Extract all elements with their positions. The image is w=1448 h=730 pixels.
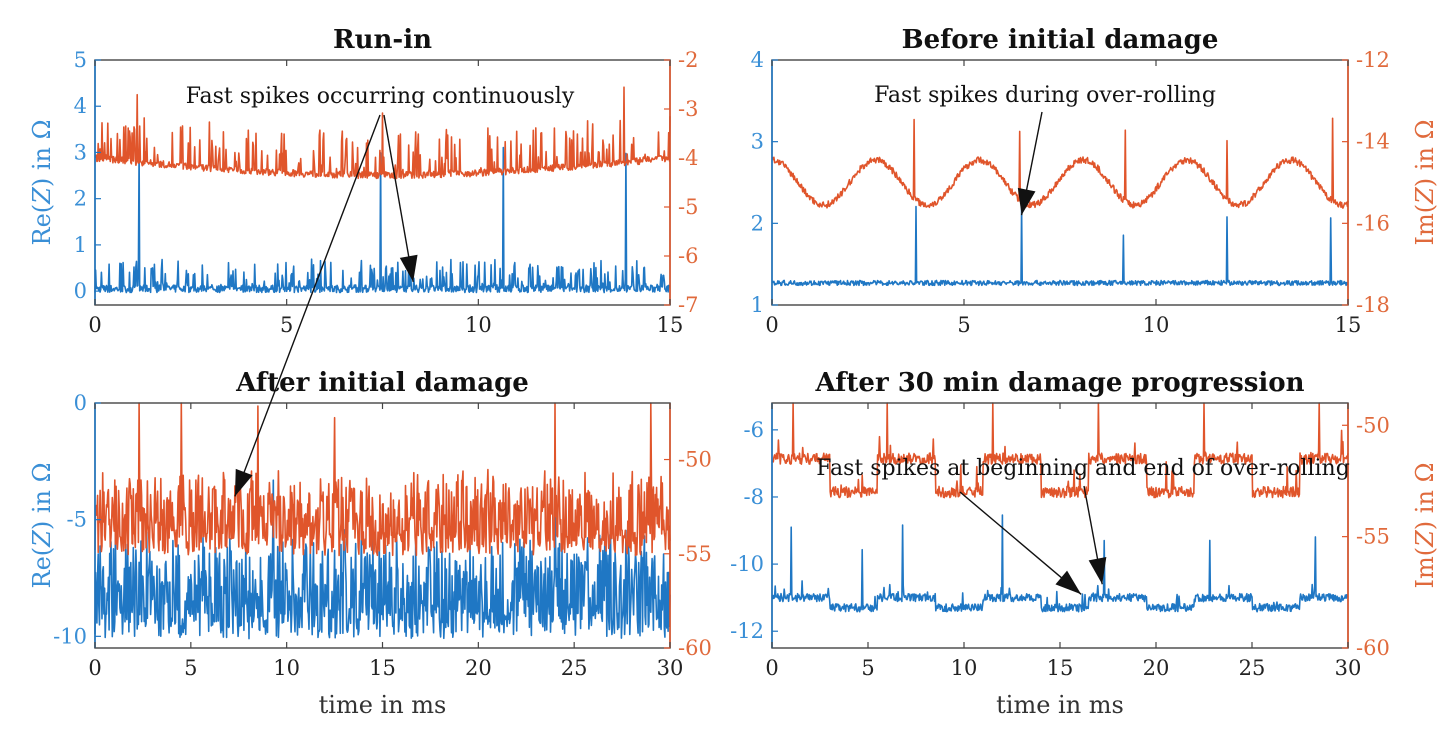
y-tick-label-left: -12 <box>730 619 764 643</box>
x-tick-label: 15 <box>1335 313 1362 337</box>
x-tick-label: 20 <box>465 656 492 680</box>
y-tick-label-left: -10 <box>730 552 764 576</box>
series-line-rez <box>771 205 1349 287</box>
y-axis-label-right: Im(Z) in Ω <box>1411 463 1439 589</box>
y-tick-label-right: -2 <box>678 48 698 72</box>
x-tick-label: 0 <box>88 656 101 680</box>
y-tick-label-left: -10 <box>53 624 87 648</box>
y-tick-label-left: -6 <box>744 418 764 442</box>
y-tick-label-left: -5 <box>67 508 87 532</box>
y-tick-label-right: -55 <box>1356 525 1390 549</box>
series-line-imz <box>94 86 671 180</box>
y-tick-label-right: -18 <box>1356 293 1390 317</box>
y-axis-label-left: Re(Z) in Ω <box>28 120 56 246</box>
x-tick-label: 15 <box>1047 656 1074 680</box>
y-tick-label-right: -50 <box>1356 413 1390 437</box>
y-tick-label-left: 2 <box>74 187 87 211</box>
arrow-head <box>1055 570 1082 595</box>
panel-2: 0 5 10 15 1 2 3 4 -18 -16 -14 -12 Before initial dam… <box>751 25 1439 337</box>
y-tick-label-right: -55 <box>678 542 712 566</box>
y-tick-label-right: -6 <box>678 244 698 268</box>
x-tick-label: 25 <box>561 656 588 680</box>
arrow-head <box>234 468 253 497</box>
annotation-damage-progression: Fast spikes at beginning and end of over… <box>816 456 1350 481</box>
series-line-imz <box>771 402 1349 499</box>
panel-title: Before initial damage <box>902 25 1219 55</box>
y-tick-label-right: -3 <box>678 97 698 121</box>
y-tick-label-right: -60 <box>1356 636 1390 660</box>
y-tick-label-right: -16 <box>1356 211 1390 235</box>
x-axis-label: time in ms <box>996 691 1124 719</box>
y-tick-label-left: 3 <box>751 130 764 154</box>
panel-title: After 30 min damage progression <box>815 368 1305 398</box>
x-tick-label: 10 <box>951 656 978 680</box>
y-tick-label-right: -7 <box>678 293 698 317</box>
x-tick-label: 5 <box>957 313 970 337</box>
panel-title: Run-in <box>333 25 432 55</box>
arrow-line <box>959 491 1082 595</box>
x-tick-label: 10 <box>273 656 300 680</box>
x-tick-label: 25 <box>1239 656 1266 680</box>
annotation-arrows <box>234 111 1107 595</box>
y-tick-label-left: 1 <box>751 293 764 317</box>
y-axis-label-right: Im(Z) in Ω <box>1411 120 1439 246</box>
x-tick-label: 10 <box>1143 313 1170 337</box>
x-tick-label: 0 <box>765 656 778 680</box>
x-tick-label: 0 <box>765 313 778 337</box>
panel-4: 0 5 10 15 20 25 30 -12 -10 -8 -6 -60 -55 -50 After 30 … <box>730 368 1439 719</box>
x-tick-label: 5 <box>280 313 293 337</box>
y-tick-label-right: -14 <box>1356 130 1390 154</box>
panel-title: After initial damage <box>235 368 529 398</box>
arrow-head <box>399 254 418 282</box>
y-tick-label-left: 3 <box>74 140 87 164</box>
y-tick-label-left: 0 <box>74 279 87 303</box>
panel-1: 0 5 10 15 0 1 2 3 4 5 -7 -6 -5 -4 -3 -2 Run-in Re(Z) in Ω <box>28 25 698 337</box>
series-line-rez <box>94 146 671 294</box>
y-tick-label-left: 4 <box>74 94 87 118</box>
y-axis-label-left: Re(Z) in Ω <box>28 463 56 589</box>
x-tick-label: 15 <box>657 313 684 337</box>
y-tick-label-left: 2 <box>751 211 764 235</box>
y-tick-label-right: -12 <box>1356 48 1390 72</box>
y-tick-label-right: -4 <box>678 146 698 170</box>
y-tick-label-left: 4 <box>751 48 764 72</box>
y-tick-label-left: 0 <box>74 391 87 415</box>
series-line-rez <box>771 514 1349 613</box>
x-tick-label: 0 <box>88 313 101 337</box>
arrow-line <box>383 114 414 283</box>
x-tick-label: 30 <box>1335 656 1362 680</box>
x-tick-label: 5 <box>861 656 874 680</box>
arrow-head <box>1017 187 1036 216</box>
y-tick-label-right: -50 <box>678 448 712 472</box>
annotation-run-in: Fast spikes occurring continuously <box>186 84 575 109</box>
series-line-imz <box>94 402 671 557</box>
x-tick-label: 5 <box>184 656 197 680</box>
x-tick-label: 10 <box>465 313 492 337</box>
arrow-line <box>234 114 381 497</box>
y-tick-label-right: -5 <box>678 195 698 219</box>
x-tick-label: 20 <box>1143 656 1170 680</box>
arrow-head <box>1088 557 1107 585</box>
x-tick-label: 15 <box>369 656 396 680</box>
x-axis-label: time in ms <box>319 691 447 719</box>
series-line-imz <box>771 117 1349 209</box>
x-tick-label: 30 <box>657 656 684 680</box>
y-tick-label-left: -8 <box>744 485 764 509</box>
y-tick-label-left: 5 <box>74 48 87 72</box>
annotation-before-damage: Fast spikes during over-rolling <box>874 83 1216 108</box>
y-tick-label-right: -60 <box>678 636 712 660</box>
series-line-rez <box>94 466 671 640</box>
y-tick-label-left: 1 <box>74 233 87 257</box>
